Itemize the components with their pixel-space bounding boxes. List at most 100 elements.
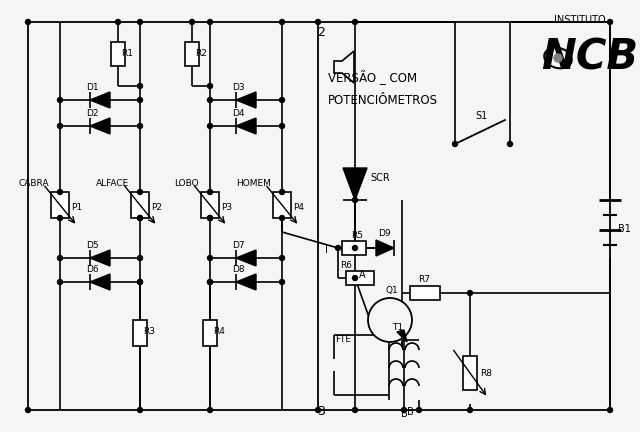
Bar bbox=[203, 320, 217, 346]
Text: P2: P2 bbox=[151, 203, 162, 213]
Circle shape bbox=[607, 407, 612, 413]
Circle shape bbox=[207, 83, 212, 89]
Circle shape bbox=[401, 407, 406, 413]
Circle shape bbox=[280, 19, 285, 25]
Polygon shape bbox=[236, 274, 256, 290]
Text: D7: D7 bbox=[232, 241, 244, 251]
Circle shape bbox=[353, 276, 358, 280]
Text: B: B bbox=[401, 409, 408, 419]
Text: POTENCIÔMETROS: POTENCIÔMETROS bbox=[328, 93, 438, 107]
Polygon shape bbox=[397, 330, 407, 342]
Circle shape bbox=[280, 190, 285, 194]
Circle shape bbox=[58, 124, 63, 128]
Text: D8: D8 bbox=[232, 266, 244, 274]
Text: I: I bbox=[325, 245, 328, 255]
Text: P4: P4 bbox=[293, 203, 304, 213]
Circle shape bbox=[207, 280, 212, 285]
Text: D2: D2 bbox=[86, 108, 99, 118]
Text: R8: R8 bbox=[480, 368, 492, 378]
Circle shape bbox=[138, 216, 143, 220]
Circle shape bbox=[115, 19, 120, 25]
Text: R3: R3 bbox=[143, 327, 155, 337]
Text: D4: D4 bbox=[232, 108, 244, 118]
Text: Q1: Q1 bbox=[385, 286, 397, 295]
Circle shape bbox=[335, 245, 340, 251]
Text: SCR: SCR bbox=[370, 173, 390, 183]
Circle shape bbox=[26, 407, 31, 413]
Circle shape bbox=[207, 190, 212, 194]
Bar bbox=[463, 356, 477, 390]
Text: P3: P3 bbox=[221, 203, 232, 213]
Circle shape bbox=[138, 280, 143, 285]
Circle shape bbox=[452, 142, 458, 146]
Text: LOBO: LOBO bbox=[174, 180, 199, 188]
Text: INSTITUTO: INSTITUTO bbox=[554, 15, 606, 25]
Text: ALFACE: ALFACE bbox=[96, 180, 129, 188]
Circle shape bbox=[207, 216, 212, 220]
Circle shape bbox=[467, 407, 472, 413]
Text: R2: R2 bbox=[195, 48, 207, 57]
Polygon shape bbox=[334, 51, 354, 83]
Text: 3: 3 bbox=[317, 405, 325, 418]
Text: D6: D6 bbox=[86, 266, 99, 274]
Text: D1: D1 bbox=[86, 83, 99, 92]
Text: VERSÃO _ COM: VERSÃO _ COM bbox=[328, 70, 417, 86]
Text: P1: P1 bbox=[71, 203, 82, 213]
Text: B: B bbox=[406, 407, 413, 417]
Circle shape bbox=[368, 298, 412, 342]
Bar bbox=[346, 271, 374, 285]
Bar bbox=[185, 42, 199, 66]
Circle shape bbox=[417, 407, 422, 413]
Text: D5: D5 bbox=[86, 241, 99, 251]
Polygon shape bbox=[90, 274, 110, 290]
Circle shape bbox=[207, 19, 212, 25]
Polygon shape bbox=[343, 168, 367, 200]
Text: R1: R1 bbox=[121, 48, 133, 57]
Circle shape bbox=[138, 83, 143, 89]
Bar bbox=[133, 320, 147, 346]
Circle shape bbox=[280, 255, 285, 260]
Bar bbox=[131, 192, 149, 218]
Circle shape bbox=[138, 280, 143, 285]
Circle shape bbox=[58, 255, 63, 260]
Bar bbox=[410, 286, 440, 300]
Circle shape bbox=[58, 98, 63, 102]
Circle shape bbox=[26, 19, 31, 25]
Text: D3: D3 bbox=[232, 83, 244, 92]
Text: R7: R7 bbox=[418, 274, 430, 283]
Circle shape bbox=[207, 280, 212, 285]
Circle shape bbox=[189, 19, 195, 25]
Text: R4: R4 bbox=[213, 327, 225, 337]
Circle shape bbox=[554, 54, 562, 62]
Circle shape bbox=[316, 19, 321, 25]
Circle shape bbox=[58, 280, 63, 285]
Polygon shape bbox=[90, 250, 110, 266]
Text: HOMEM: HOMEM bbox=[236, 180, 271, 188]
Bar bbox=[273, 192, 291, 218]
Circle shape bbox=[138, 407, 143, 413]
Polygon shape bbox=[236, 118, 256, 134]
Text: 2: 2 bbox=[317, 25, 325, 38]
Text: B1: B1 bbox=[618, 224, 631, 234]
Circle shape bbox=[138, 255, 143, 260]
Polygon shape bbox=[90, 118, 110, 134]
Circle shape bbox=[353, 245, 358, 251]
Circle shape bbox=[138, 98, 143, 102]
Circle shape bbox=[280, 280, 285, 285]
Circle shape bbox=[353, 197, 358, 203]
Text: CABRA: CABRA bbox=[19, 180, 49, 188]
Circle shape bbox=[58, 190, 63, 194]
Circle shape bbox=[58, 216, 63, 220]
Circle shape bbox=[207, 407, 212, 413]
Text: D9: D9 bbox=[378, 229, 390, 238]
Polygon shape bbox=[90, 92, 110, 108]
Bar bbox=[201, 192, 219, 218]
Circle shape bbox=[353, 407, 358, 413]
Text: T1: T1 bbox=[392, 324, 404, 333]
Circle shape bbox=[467, 290, 472, 295]
Circle shape bbox=[138, 19, 143, 25]
Bar bbox=[51, 192, 69, 218]
Text: R6: R6 bbox=[340, 260, 352, 270]
Polygon shape bbox=[236, 250, 256, 266]
Bar bbox=[342, 241, 366, 255]
